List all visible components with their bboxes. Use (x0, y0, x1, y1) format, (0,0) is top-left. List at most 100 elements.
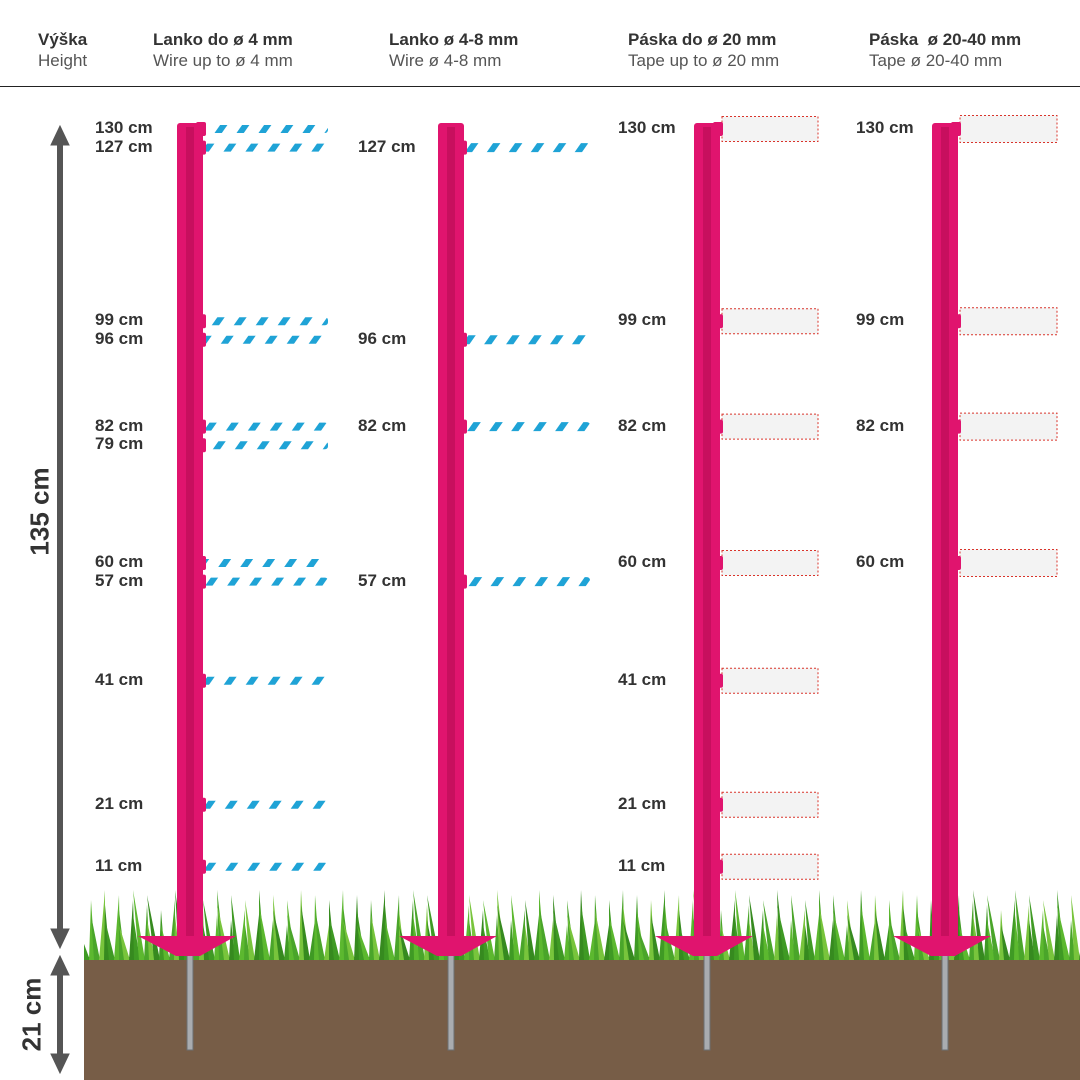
wire-strand (464, 422, 590, 432)
grass-blade (1001, 925, 1010, 960)
height-label: 127 cm (358, 136, 416, 156)
wire-strand (203, 676, 328, 685)
tape-strip (721, 667, 819, 694)
grass-blade (1039, 910, 1045, 960)
tape-strip (959, 412, 1058, 441)
post-rib (186, 127, 194, 942)
wire-strand (203, 143, 328, 152)
grass-blade (315, 910, 325, 960)
depth-dimension-arrow (50, 954, 70, 1075)
ground-spike (447, 949, 455, 1051)
wire-strand (203, 862, 328, 871)
grass-blade (581, 905, 590, 960)
grass-blade (409, 900, 415, 960)
grass-blade (589, 920, 595, 960)
header-column-1: Lanko do ø 4 mm Wire up to ø 4 mm (153, 29, 293, 71)
header-column-4: Páska ø 20-40 mm Tape ø 20-40 mm (869, 29, 1021, 71)
height-label: 60 cm (95, 552, 144, 571)
grass-blade (889, 915, 900, 960)
header-column-1-en: Wire up to ø 4 mm (153, 51, 293, 70)
height-label: 99 cm (856, 310, 905, 330)
wire-strand (203, 441, 328, 450)
tape-strip (721, 308, 819, 335)
height-label: 82 cm (358, 415, 407, 435)
height-label: 41 cm (618, 669, 667, 689)
depth-dimension-label: 21 cm (16, 977, 47, 1052)
post-group-2 (399, 123, 590, 1051)
height-label: 82 cm (856, 415, 905, 435)
grass-blade (847, 915, 860, 960)
grass-blade (1009, 900, 1015, 960)
grass-blade (301, 905, 310, 960)
grass-blade (799, 910, 805, 960)
wire-strand (203, 559, 328, 567)
tape-strip (959, 549, 1058, 577)
height-label: 11 cm (95, 855, 143, 875)
grass-blade (357, 925, 370, 960)
grass-blade (844, 925, 850, 960)
tape-strip (959, 307, 1058, 336)
grass-blade (259, 905, 270, 960)
grass-blade (567, 915, 580, 960)
height-label: 57 cm (95, 570, 144, 590)
grass-blade (564, 925, 570, 960)
header-column-2-cz: Lanko ø 4-8 mm (389, 30, 519, 49)
height-label: 82 cm (95, 415, 144, 435)
grass-blade (329, 915, 340, 960)
grass-blade (623, 920, 635, 960)
height-label: 99 cm (618, 310, 667, 330)
grass-blade (833, 910, 845, 960)
grass-blade (91, 915, 100, 960)
ground-spike (703, 949, 711, 1051)
wire-strand (464, 577, 590, 587)
height-label: 130 cm (618, 118, 676, 137)
grass-blade (343, 920, 355, 960)
post-group-1 (138, 122, 328, 1051)
grass-blade (805, 900, 815, 960)
grass-blade (539, 905, 550, 960)
height-label: 130 cm (856, 118, 914, 137)
grass-blade (604, 925, 610, 960)
grass-blade (861, 905, 870, 960)
grass-blade (494, 915, 500, 960)
post-rib (703, 127, 711, 942)
tape-strip (721, 413, 819, 440)
grass-blade (394, 895, 400, 960)
grass-blade (819, 905, 830, 960)
grass-blade (987, 895, 1000, 960)
grass-blade (534, 915, 540, 960)
grass-blade (774, 915, 780, 960)
header-bar: Výška Height Lanko do ø 4 mm Wire up to … (0, 0, 1080, 87)
grass-blade (229, 920, 235, 960)
height-label: 21 cm (95, 793, 144, 813)
post-rib (447, 127, 455, 942)
wire-strand (203, 577, 328, 586)
grass-blade (509, 920, 515, 960)
grass-blade (659, 890, 665, 960)
height-label: 11 cm (618, 855, 666, 875)
grass-blade (619, 890, 625, 960)
grass-blade (549, 920, 555, 960)
grass-blade (399, 925, 410, 960)
header-column-4-cz: Páska ø 20-40 mm (869, 30, 1022, 49)
grass-blade (254, 915, 260, 960)
grass-blade (239, 910, 245, 960)
grass-blade (763, 900, 775, 960)
grass-blade (129, 900, 135, 960)
wire-strand (464, 143, 590, 153)
grass-blade (133, 890, 145, 960)
grass-blade (829, 920, 835, 960)
post-foot-step (893, 936, 991, 956)
grass-blade (217, 905, 230, 960)
grass-blade (1054, 915, 1060, 960)
grass-blade (735, 890, 745, 960)
height-label: 96 cm (358, 328, 407, 348)
grass-blade (651, 915, 660, 960)
ground-spike (186, 949, 194, 1051)
height-label: 99 cm (95, 310, 144, 330)
height-label: 21 cm (618, 793, 667, 813)
tape-strip (721, 853, 819, 880)
grass-blade (119, 925, 130, 960)
grass-blade (497, 905, 510, 960)
